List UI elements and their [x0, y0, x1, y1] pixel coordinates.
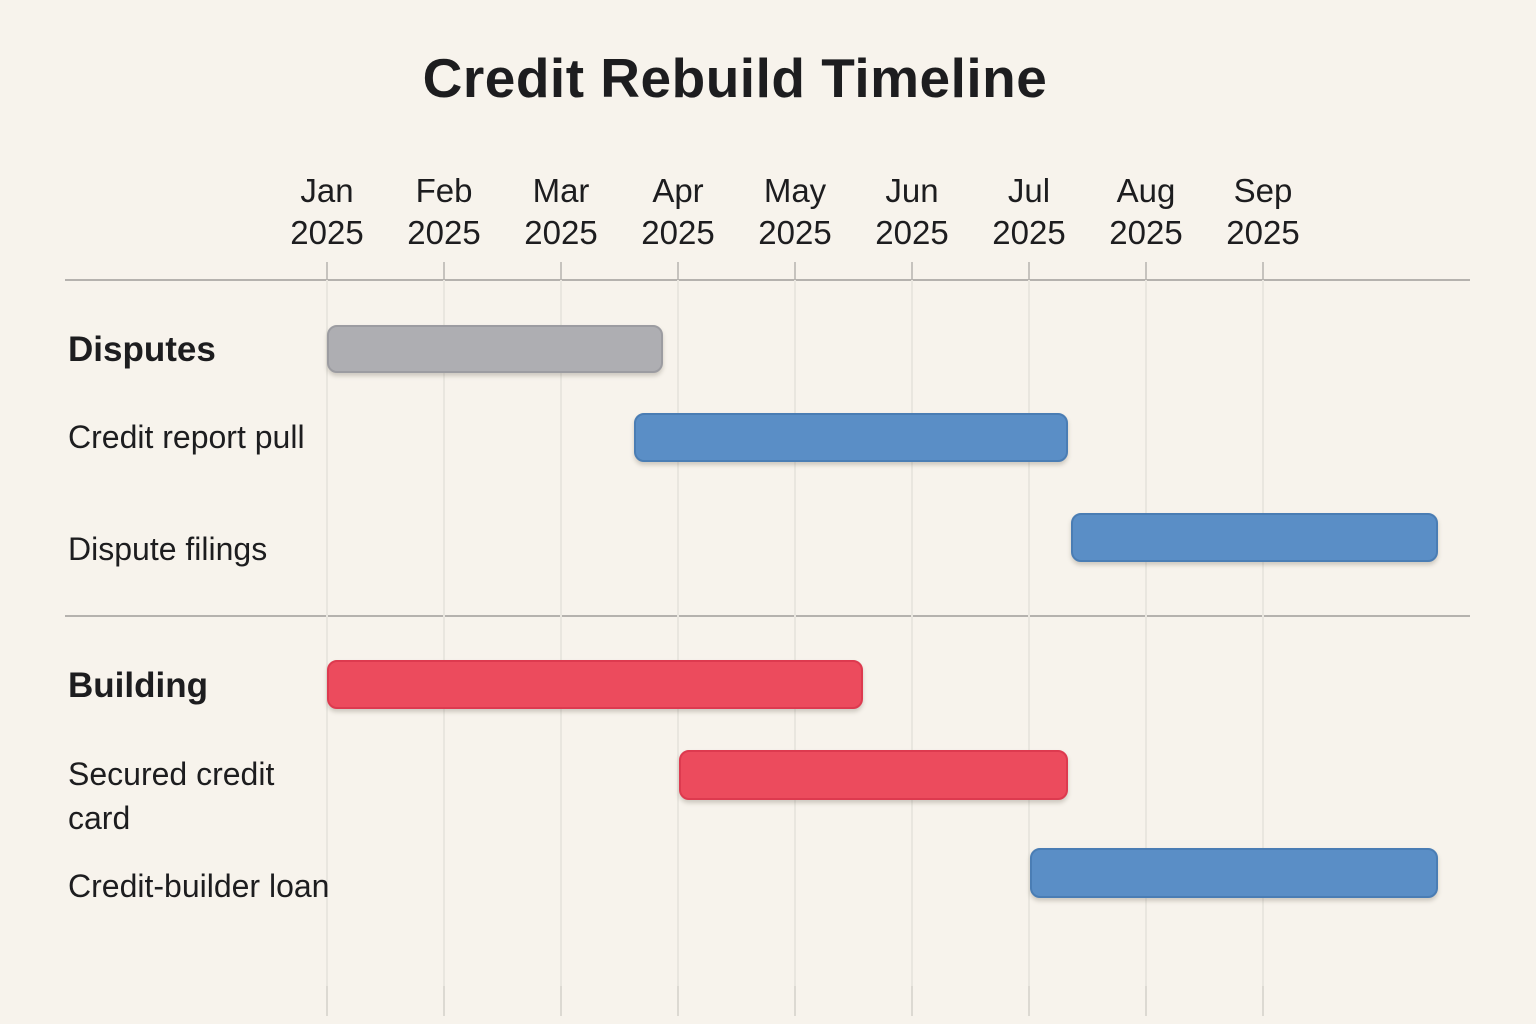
month-axis-tick	[1262, 262, 1264, 279]
gantt-bar-dispute-filings	[1071, 513, 1439, 562]
month-axis-tick	[794, 262, 796, 279]
row-label-credit-report-pull: Credit report pull	[68, 419, 305, 455]
month-bottom-tick	[1145, 986, 1147, 1016]
month-gridline	[677, 280, 679, 986]
month-gridline	[1262, 280, 1264, 986]
month-name: Jun	[885, 172, 939, 209]
month-axis-tick	[1028, 262, 1030, 279]
month-bottom-tick	[560, 986, 562, 1016]
month-label: Jan 2025	[242, 170, 412, 254]
month-year: 2025	[1109, 214, 1183, 251]
row-label-building: Building	[68, 666, 208, 705]
month-bottom-tick	[677, 986, 679, 1016]
month-label: Jul 2025	[944, 170, 1114, 254]
month-name: Apr	[652, 172, 704, 209]
month-bottom-tick	[911, 986, 913, 1016]
month-bottom-tick	[794, 986, 796, 1016]
month-year: 2025	[407, 214, 481, 251]
month-bottom-tick	[1262, 986, 1264, 1016]
month-name: Mar	[532, 172, 590, 209]
month-bottom-tick	[443, 986, 445, 1016]
month-bottom-tick	[326, 986, 328, 1016]
month-gridline	[326, 280, 328, 986]
month-name: Aug	[1116, 172, 1176, 209]
month-label: Jun 2025	[827, 170, 997, 254]
month-name: Jul	[1007, 172, 1051, 209]
month-year: 2025	[1226, 214, 1300, 251]
month-gridline	[911, 280, 913, 986]
chart-title: Credit Rebuild Timeline	[422, 47, 1048, 109]
month-bottom-tick	[1028, 986, 1030, 1016]
month-gridline	[1028, 280, 1030, 986]
month-year: 2025	[758, 214, 832, 251]
row-label-credit-builder-loan: Credit-builder loan	[68, 868, 330, 904]
gantt-bar-disputes	[327, 325, 663, 373]
month-name: May	[763, 172, 827, 209]
month-name: Sep	[1233, 172, 1293, 209]
month-year: 2025	[290, 214, 364, 251]
section-divider	[65, 615, 1470, 617]
gantt-bar-credit-report-pull	[633, 413, 1068, 462]
month-gridline	[1145, 280, 1147, 986]
row-label-secured-credit-card: Secured credit card	[68, 756, 275, 836]
month-gridline	[794, 280, 796, 986]
row-label-dispute-filings: Dispute filings	[68, 531, 268, 567]
month-axis-tick	[326, 262, 328, 279]
month-year: 2025	[641, 214, 715, 251]
axis-line	[65, 279, 1470, 281]
month-label: Apr 2025	[593, 170, 763, 254]
month-year: 2025	[524, 214, 598, 251]
month-axis-tick	[911, 262, 913, 279]
month-label: May 2025	[710, 170, 880, 254]
month-name: Jan	[300, 172, 354, 209]
month-axis-tick	[1145, 262, 1147, 279]
month-label: Mar 2025	[476, 170, 646, 254]
month-year: 2025	[875, 214, 949, 251]
month-label: Aug 2025	[1061, 170, 1231, 254]
gantt-bar-credit-builder-loan	[1030, 848, 1439, 898]
month-gridline	[560, 280, 562, 986]
gantt-bar-secured-credit-card	[679, 750, 1068, 800]
month-axis-tick	[560, 262, 562, 279]
month-label: Feb 2025	[359, 170, 529, 254]
month-label: Sep 2025	[1178, 170, 1348, 254]
month-year: 2025	[992, 214, 1066, 251]
month-name: Feb	[415, 172, 473, 209]
month-gridline	[443, 280, 445, 986]
row-label-disputes: Disputes	[68, 330, 216, 369]
month-axis-tick	[443, 262, 445, 279]
month-axis-tick	[677, 262, 679, 279]
gantt-bar-building	[327, 660, 863, 709]
